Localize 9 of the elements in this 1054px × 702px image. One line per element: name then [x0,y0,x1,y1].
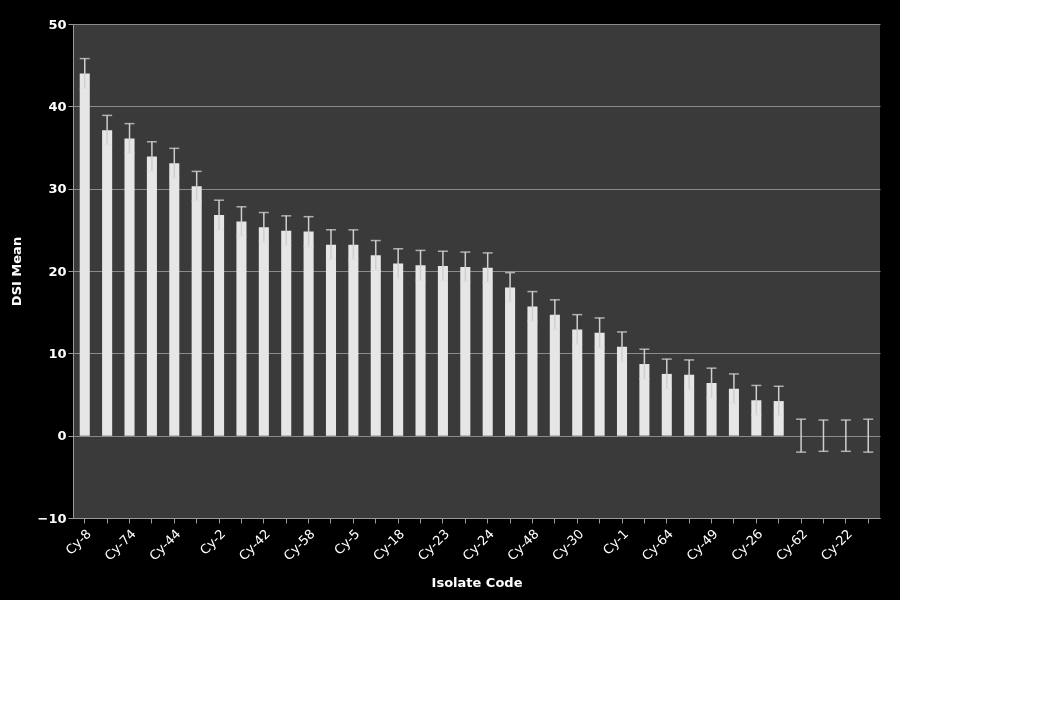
y-axis-title: DSI Mean [8,236,24,307]
y-tick-label: 10 [48,345,67,361]
y-tick-label: 20 [48,263,67,279]
y-tick-label: 30 [48,181,67,197]
y-tick-label: −10 [37,510,67,526]
y-tick-label: 40 [48,98,67,114]
y-tick-label: 50 [48,16,67,32]
y-tick-label: 0 [57,428,67,444]
x-axis-title: Isolate Code [431,575,523,591]
